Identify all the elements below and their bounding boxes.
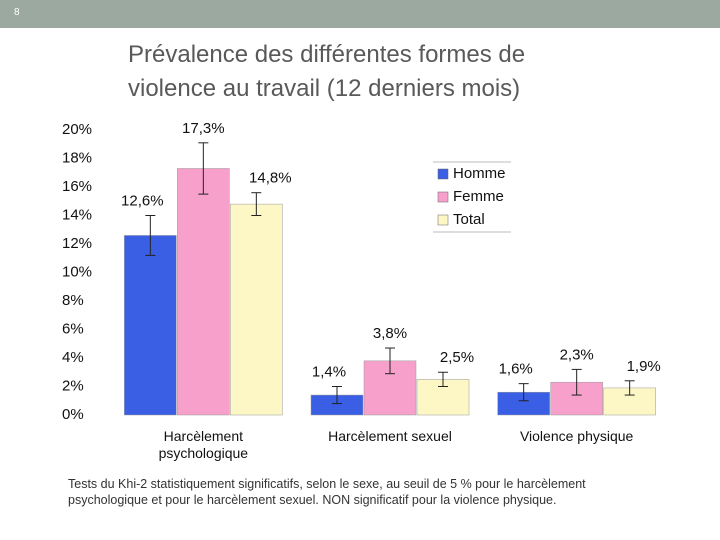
x-tick-label: Harcèlement psychologique <box>158 428 249 461</box>
data-label: 1,6% <box>499 361 533 378</box>
top-bar: 8 <box>0 0 720 28</box>
bar <box>124 235 177 416</box>
legend-label: Total <box>453 211 485 228</box>
y-tick-label: 6% <box>62 320 84 337</box>
data-label: 17,3% <box>182 120 225 137</box>
data-label: 2,3% <box>560 346 594 363</box>
data-label: 12,6% <box>121 192 164 209</box>
y-tick-label: 20% <box>62 121 92 138</box>
y-tick-label: 16% <box>62 178 92 195</box>
bar <box>177 168 230 416</box>
y-tick-label: 10% <box>62 263 92 280</box>
data-label: 14,8% <box>249 170 292 187</box>
x-tick-label: Harcèlement sexuel <box>328 428 452 444</box>
y-tick-label: 8% <box>62 292 84 309</box>
y-tick-label: 12% <box>62 235 92 252</box>
data-label: 3,8% <box>373 325 407 342</box>
legend-label: Femme <box>453 188 504 205</box>
data-label: 1,4% <box>312 363 346 380</box>
y-tick-label: 2% <box>62 377 84 394</box>
x-tick-label: Violence physique <box>519 428 634 444</box>
slide-number: 8 <box>14 7 20 18</box>
chart-title: Prévalence des différentes formes de vio… <box>128 41 526 102</box>
data-label: 1,9% <box>627 358 661 375</box>
y-tick-label: 4% <box>62 349 84 366</box>
bar <box>230 203 283 416</box>
footnote: Tests du Khi-2 statistiquement significa… <box>68 477 586 507</box>
legend-label: Homme <box>453 165 506 182</box>
legend-swatch <box>437 191 449 203</box>
legend-swatch <box>437 214 449 226</box>
legend-swatch <box>437 168 449 180</box>
y-tick-label: 14% <box>62 206 92 223</box>
y-tick-label: 0% <box>62 406 84 423</box>
y-tick-label: 18% <box>62 149 92 166</box>
data-label: 2,5% <box>440 349 474 366</box>
